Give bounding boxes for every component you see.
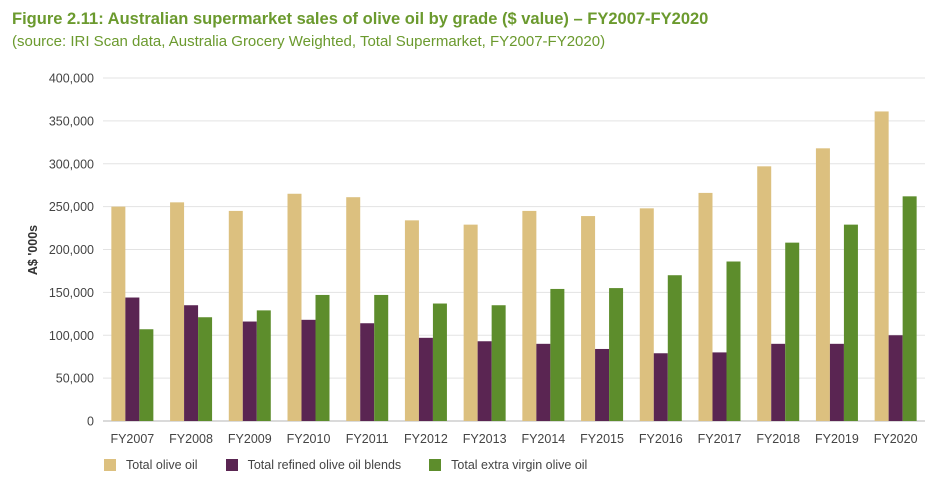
- chart-title: Figure 2.11: Australian supermarket sale…: [12, 10, 709, 28]
- bar: [139, 329, 154, 421]
- x-tick-label: FY2012: [404, 432, 448, 446]
- x-tick-label: FY2018: [756, 432, 800, 446]
- legend-swatch-refined-blends: [225, 459, 238, 471]
- bar: [815, 148, 830, 421]
- bars: [111, 111, 917, 421]
- bar: [581, 216, 596, 421]
- bar: [242, 321, 257, 421]
- y-tick-label: 0: [87, 415, 94, 429]
- bar: [374, 294, 389, 421]
- bar: [698, 192, 713, 421]
- legend-label: Total refined olive oil blends: [247, 458, 402, 472]
- bar: [256, 310, 271, 421]
- bar: [125, 297, 140, 421]
- legend-item-total-olive-oil: Total olive oil: [104, 458, 198, 472]
- legend-swatch-extra-virgin: [429, 459, 442, 471]
- bar: [874, 111, 889, 421]
- bar: [111, 206, 126, 421]
- x-tick-label: FY2014: [521, 432, 565, 446]
- bar: [198, 317, 213, 421]
- x-tick-label: FY2009: [228, 432, 272, 446]
- bar: [843, 224, 858, 421]
- bar: [595, 348, 610, 421]
- bar: [536, 343, 551, 421]
- x-tick-label: FY2020: [874, 432, 918, 446]
- legend-item-extra-virgin: Total extra virgin olive oil: [429, 458, 587, 472]
- y-tick-label: 300,000: [49, 157, 94, 171]
- bar: [477, 341, 492, 421]
- x-tick-label: FY2013: [463, 432, 507, 446]
- bar: [184, 305, 199, 421]
- bar: [346, 197, 361, 421]
- bar: [902, 196, 917, 421]
- x-tick-label: FY2017: [698, 432, 742, 446]
- y-axis-label: A$ '000s: [26, 225, 40, 275]
- legend-item-refined-blends: Total refined olive oil blends: [225, 458, 402, 472]
- legend-label: Total olive oil: [126, 458, 198, 472]
- bar: [829, 343, 844, 421]
- bar: [228, 210, 243, 421]
- x-tick-label: FY2015: [580, 432, 624, 446]
- y-tick-label: 200,000: [49, 243, 94, 257]
- bar: [639, 208, 654, 421]
- x-tick-label: FY2010: [287, 432, 331, 446]
- bar: [550, 288, 565, 421]
- bar: [287, 193, 302, 421]
- legend: Total olive oil Total refined olive oil …: [104, 458, 615, 472]
- y-tick-label: 350,000: [49, 114, 94, 128]
- chart-subtitle: (source: IRI Scan data, Australia Grocer…: [12, 33, 606, 50]
- bar: [653, 353, 668, 421]
- bar: [757, 166, 772, 421]
- bar: [404, 220, 419, 421]
- x-tick-label: FY2008: [169, 432, 213, 446]
- bar: [771, 343, 786, 421]
- bar: [432, 303, 447, 421]
- bar: [170, 202, 185, 421]
- bar: [360, 323, 375, 421]
- gridlines: [103, 77, 925, 422]
- bar: [712, 352, 727, 421]
- bar: [315, 294, 330, 421]
- y-tick-label: 50,000: [56, 372, 94, 386]
- bar: [785, 242, 800, 421]
- y-tick-label: 100,000: [49, 329, 94, 343]
- x-tick-label: FY2011: [346, 432, 389, 446]
- x-axis-ticks: FY2007 FY2008 FY2009 FY2010 FY2011 FY2012 FY20…: [110, 432, 917, 446]
- legend-swatch-total-olive-oil: [104, 459, 116, 471]
- bar: [522, 210, 537, 421]
- x-tick-label: FY2007: [110, 432, 154, 446]
- y-tick-label: 150,000: [49, 286, 94, 300]
- y-axis-ticks: 0 50,000 100,000 150,000 200,000 250,000 300,0…: [49, 72, 94, 429]
- bar: [301, 319, 316, 421]
- bar: [888, 335, 903, 421]
- y-tick-label: 250,000: [49, 200, 94, 214]
- bar: [667, 275, 682, 421]
- x-tick-label: FY2016: [639, 432, 683, 446]
- bar: [726, 261, 741, 421]
- y-tick-label: 400,000: [49, 72, 94, 86]
- bar: [463, 224, 478, 421]
- bar: [491, 305, 506, 421]
- legend-label: Total extra virgin olive oil: [451, 458, 588, 472]
- bar: [418, 337, 433, 421]
- bar: [609, 288, 624, 421]
- x-tick-label: FY2019: [815, 432, 859, 446]
